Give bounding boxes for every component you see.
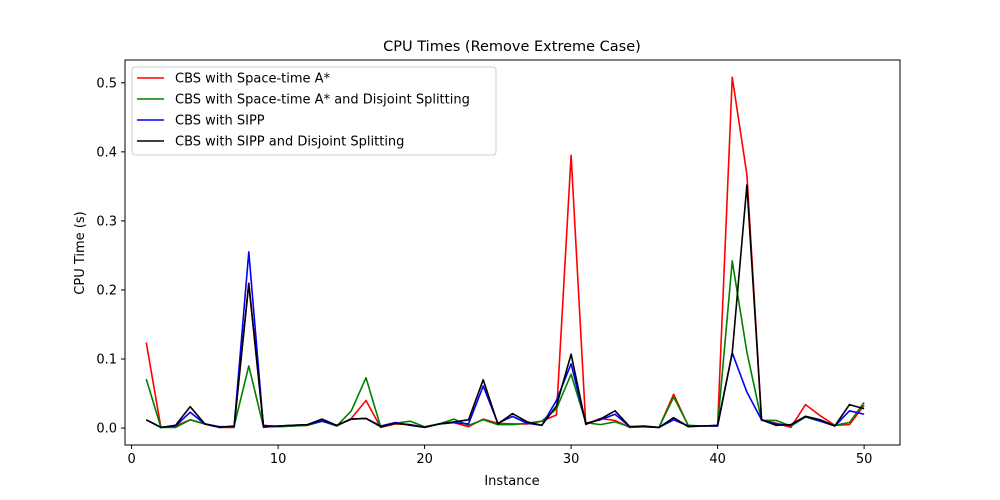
- x-tick-label: 20: [416, 452, 433, 467]
- y-tick-label: 0.1: [96, 353, 117, 368]
- legend-entry-4: CBS with SIPP and Disjoint Splitting: [175, 135, 404, 150]
- y-tick-label: 0.4: [96, 145, 117, 160]
- y-tick-label: 0.0: [96, 422, 117, 437]
- y-tick-label: 0.2: [96, 283, 117, 298]
- x-tick-label: 40: [709, 452, 726, 467]
- x-tick-label: 10: [270, 452, 287, 467]
- legend-box: [131, 66, 497, 156]
- x-tick-label: 50: [856, 452, 873, 467]
- series-line-3: [145, 251, 865, 429]
- y-tick-label: 0.3: [96, 214, 117, 229]
- series-line-4: [145, 184, 865, 429]
- x-tick-label: 30: [563, 452, 580, 467]
- x-axis-label: Instance: [484, 474, 539, 489]
- plot-frame: [124, 59, 901, 446]
- legend-entry-2: CBS with Space-time A* and Disjoint Spli…: [175, 93, 470, 108]
- legend-entry-3: CBS with SIPP: [175, 114, 265, 129]
- plot-area: 0 10 20 30 40 50 0.0 0.1 0.2 0.3 0.4 0.5 CBS with Sp…: [96, 59, 901, 467]
- chart-title: CPU Times (Remove Extreme Case): [383, 39, 641, 55]
- y-axis-label: CPU Time (s): [73, 211, 88, 294]
- legend-entry-1: CBS with Space-time A*: [175, 72, 331, 87]
- x-tick-label: 0: [127, 452, 135, 467]
- y-tick-label: 0.5: [96, 76, 117, 91]
